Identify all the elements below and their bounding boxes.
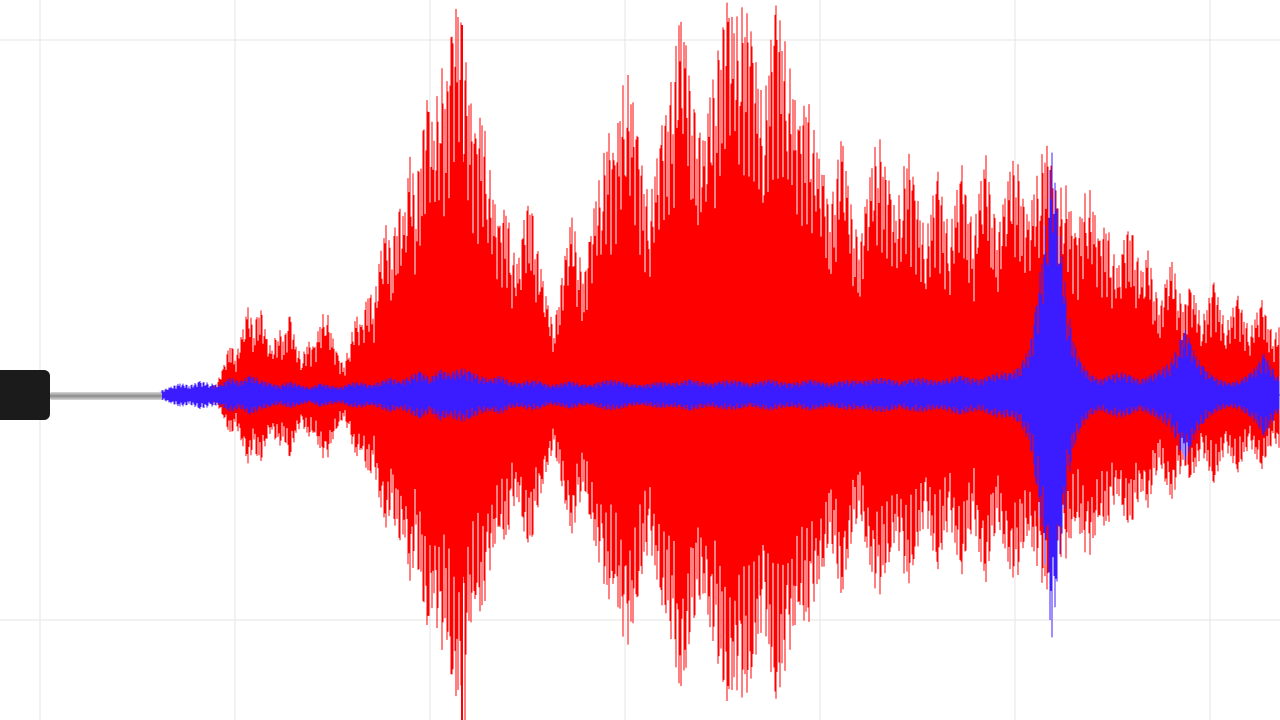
- stylus-body: [0, 370, 50, 420]
- chart-canvas: [0, 0, 1280, 720]
- stylus-rod: [50, 392, 162, 400]
- seismogram-chart: [0, 0, 1280, 720]
